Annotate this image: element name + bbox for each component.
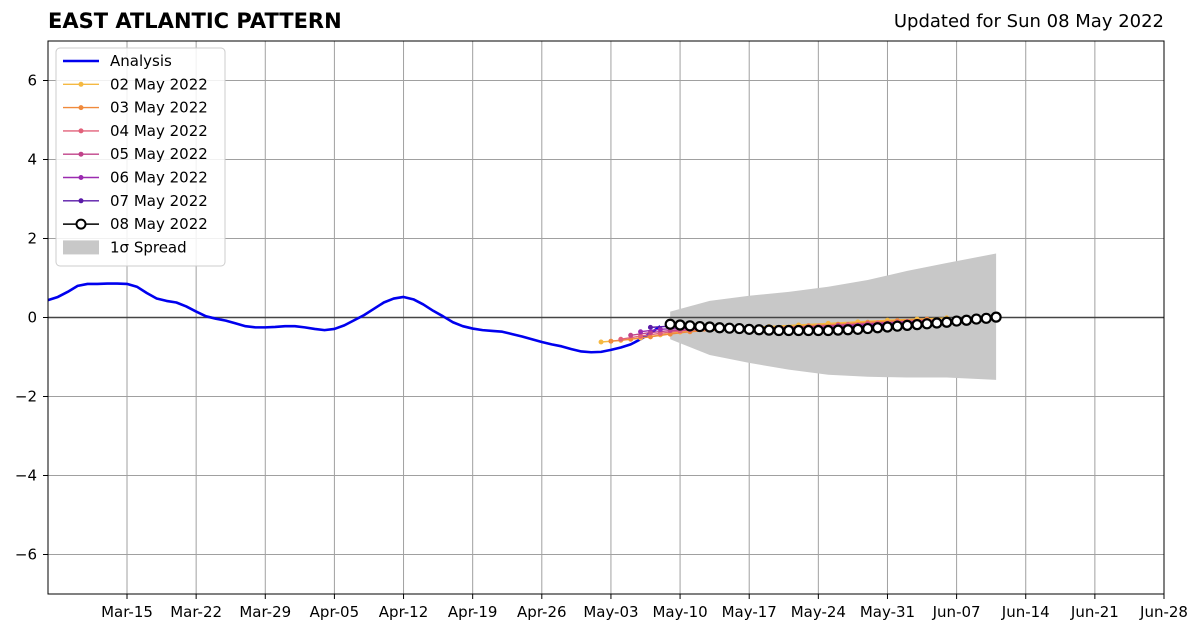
series-point-open xyxy=(674,319,686,331)
x-tick-label: Jun-21 xyxy=(1070,603,1119,621)
legend-marker xyxy=(78,128,84,134)
legend-marker xyxy=(78,105,84,111)
series-point-open xyxy=(842,324,854,336)
legend-marker xyxy=(75,218,87,230)
chart-title: EAST ATLANTIC PATTERN xyxy=(48,9,342,33)
legend-label: 08 May 2022 xyxy=(110,215,208,233)
series-point-open xyxy=(951,315,963,327)
series-point-open xyxy=(862,322,874,335)
x-tick-label: May-03 xyxy=(583,603,638,621)
x-tick-label: May-24 xyxy=(791,603,846,621)
legend: Analysis 02 May 2022 03 May 2022 04 May 202… xyxy=(55,47,226,267)
x-tick-label: Jun-14 xyxy=(1001,603,1050,621)
series-point-open xyxy=(723,322,736,334)
series-point-open xyxy=(812,324,824,337)
series-point-open xyxy=(694,320,706,333)
series-layer xyxy=(47,282,1002,354)
series-point xyxy=(628,332,634,338)
legend-marker xyxy=(78,175,84,180)
series-line-analysis xyxy=(47,282,662,354)
series-point-open xyxy=(684,320,696,332)
series-point-open xyxy=(980,312,992,324)
x-tick-label: Mar-29 xyxy=(239,603,291,621)
x-tick-label: Apr-05 xyxy=(310,603,360,621)
y-tick-label: −2 xyxy=(15,388,37,406)
x-tick-label: May-31 xyxy=(860,603,915,621)
series-point xyxy=(638,329,644,335)
series-point-open xyxy=(763,324,775,336)
series-point-open xyxy=(941,316,953,328)
series-point xyxy=(618,336,624,342)
legend-box xyxy=(55,47,226,267)
series-point-open xyxy=(901,319,913,331)
x-tick-label: Jun-28 xyxy=(1139,603,1188,621)
series-point-open xyxy=(713,322,726,334)
y-tick-label: 6 xyxy=(27,72,37,90)
x-tick-label: Apr-19 xyxy=(448,603,498,621)
legend-label: 03 May 2022 xyxy=(110,99,208,117)
y-tick-label: 2 xyxy=(27,230,37,248)
ticks: Mar-15 Mar-22 Mar-29 Apr-05 Apr-12 Apr-19 Apr-… xyxy=(15,72,1188,622)
series-point-open xyxy=(733,322,745,335)
x-tick-label: May-10 xyxy=(652,603,707,621)
series-point-open xyxy=(802,324,815,337)
series-point xyxy=(598,339,604,345)
series-point-open xyxy=(783,324,795,337)
series-point-open xyxy=(871,322,884,334)
series-point-open xyxy=(704,321,716,333)
y-tick-label: −6 xyxy=(15,546,37,564)
series-point-open xyxy=(743,323,755,335)
y-tick-label: −4 xyxy=(15,467,37,485)
legend-label: 05 May 2022 xyxy=(110,145,208,163)
x-tick-label: Apr-12 xyxy=(379,603,429,621)
series-point xyxy=(657,326,663,332)
updated-date: Updated for Sun 08 May 2022 xyxy=(893,11,1164,32)
legend-label: 07 May 2022 xyxy=(110,192,208,210)
series-point-open xyxy=(931,317,943,329)
series-point-open xyxy=(773,324,785,337)
series-point-open xyxy=(911,319,923,331)
x-tick-label: Mar-15 xyxy=(101,603,153,621)
series-point-open xyxy=(852,323,864,335)
y-tick-label: 4 xyxy=(27,151,37,169)
legend-label: 02 May 2022 xyxy=(110,75,208,93)
series-point-open xyxy=(664,318,676,330)
x-tick-label: Mar-22 xyxy=(170,603,222,621)
series-point-open xyxy=(881,321,894,333)
series-point-open xyxy=(832,324,844,336)
legend-marker xyxy=(78,81,84,87)
legend-label: 06 May 2022 xyxy=(110,169,208,187)
legend-marker xyxy=(78,151,84,157)
x-tick-label: Apr-26 xyxy=(517,603,567,621)
series-point-open xyxy=(822,324,834,337)
x-tick-label: May-17 xyxy=(722,603,777,621)
series-point-open xyxy=(792,324,805,337)
series-point-open xyxy=(960,314,973,326)
x-tick-label: Jun-07 xyxy=(932,603,981,621)
series-point-open xyxy=(921,318,933,330)
legend-label: 04 May 2022 xyxy=(110,122,208,140)
legend-swatch-spread xyxy=(63,240,99,255)
series-point xyxy=(647,324,653,330)
series-point xyxy=(608,338,614,344)
y-tick-label: 0 xyxy=(27,309,37,327)
series-point-open xyxy=(970,313,982,325)
legend-label: Analysis xyxy=(110,52,172,70)
legend-label: 1σ Spread xyxy=(110,238,187,256)
series-point-open xyxy=(990,311,1002,323)
series-point-open xyxy=(891,320,903,332)
legend-marker xyxy=(78,198,84,204)
series-point-open xyxy=(753,324,765,336)
